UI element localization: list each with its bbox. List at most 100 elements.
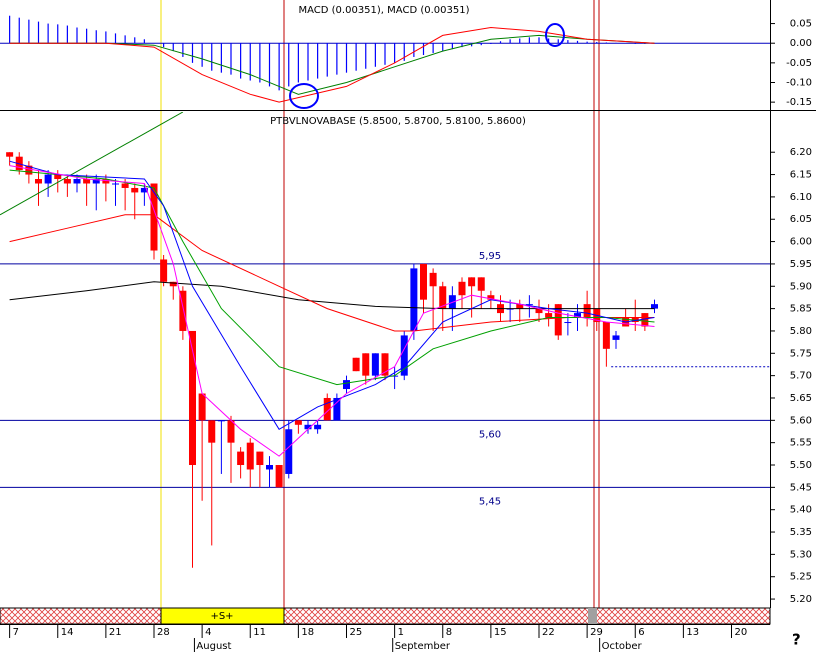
x-tick-label: 1	[398, 627, 404, 638]
month-label: October	[602, 641, 643, 652]
month-label: August	[196, 641, 231, 652]
candle-body	[112, 183, 119, 185]
y-tick-label: 5.75	[790, 348, 812, 359]
x-tick-label: 28	[157, 627, 170, 638]
candle-body	[391, 375, 399, 377]
candle-body	[343, 380, 350, 390]
candle-body	[121, 183, 129, 188]
y-tick-label: 6.10	[790, 192, 812, 203]
candle-body	[237, 451, 245, 466]
level-label: 5,45	[479, 496, 501, 507]
y-tick-label: -0.10	[786, 78, 812, 89]
x-tick-label: 6	[638, 627, 644, 638]
candle-body	[266, 465, 273, 470]
candle-body	[410, 268, 418, 331]
y-tick-label: 0.00	[790, 38, 812, 49]
candle-body	[641, 313, 649, 327]
candle-body	[54, 174, 62, 180]
y-tick-label: 5.65	[790, 393, 812, 404]
y-tick-label: 5.20	[790, 594, 812, 605]
x-tick-label: 21	[109, 627, 122, 638]
y-tick-label: 5.95	[790, 259, 812, 270]
macd-panel	[0, 15, 770, 103]
candle-body	[189, 330, 196, 466]
y-tick-label: 5.35	[790, 527, 812, 538]
y-tick-label: 5.80	[790, 326, 812, 337]
candle-body	[477, 277, 485, 291]
y-tick-label: 5.60	[790, 415, 812, 426]
candle-body	[150, 183, 158, 251]
candle-body	[362, 353, 370, 376]
x-tick-label: 18	[301, 627, 314, 638]
candle-body	[554, 304, 562, 336]
candle-body	[73, 179, 81, 184]
candle-body	[468, 277, 476, 287]
candle-body	[525, 304, 533, 306]
candle-body	[208, 420, 216, 443]
session-strip	[0, 607, 771, 625]
session-label: +S+	[210, 611, 233, 622]
candle-body	[131, 187, 139, 193]
moving-average	[9, 169, 655, 386]
y-tick-label: 5.90	[790, 281, 812, 292]
candle-body	[246, 442, 254, 470]
candle-body	[140, 187, 148, 193]
candle-body	[371, 353, 379, 376]
candle-body	[574, 313, 581, 318]
candle-body	[333, 397, 341, 421]
level-label: 5,95	[479, 251, 501, 262]
candle-body	[400, 335, 408, 376]
x-tick-label: 7	[13, 627, 19, 638]
y-tick-label: 5.25	[790, 572, 812, 583]
candle-body	[304, 424, 312, 430]
moving-average	[9, 281, 655, 310]
candle-body	[256, 451, 264, 466]
y-tick-label: 6.20	[790, 147, 812, 158]
moving-average	[0, 112, 184, 216]
candle-body	[564, 322, 572, 324]
x-tick-label: 15	[494, 627, 507, 638]
y-tick-label: 5.30	[790, 549, 812, 560]
x-tick-label: 8	[446, 627, 452, 638]
x-tick-label: 22	[542, 627, 555, 638]
candle-body	[545, 313, 553, 318]
candle-body	[92, 179, 100, 184]
x-tick-label: 29	[590, 627, 603, 638]
candle-body	[602, 322, 610, 349]
candle-body	[458, 281, 466, 296]
candle-body	[381, 353, 389, 376]
session-marker	[588, 608, 597, 624]
candle-body	[314, 424, 322, 430]
x-tick-label: 25	[350, 627, 363, 638]
help-icon[interactable]: ?	[792, 631, 801, 649]
y-tick-label: 5.70	[790, 371, 812, 382]
candle-body	[169, 281, 177, 287]
x-tick-label: 4	[205, 627, 211, 638]
x-tick-label: 14	[61, 627, 74, 638]
y-tick-label: 6.15	[790, 170, 812, 181]
y-tick-label: 6.00	[790, 237, 812, 248]
moving-average	[9, 214, 655, 332]
candle-body	[83, 179, 91, 184]
candle-body	[25, 165, 33, 175]
x-tick-label: 13	[686, 627, 699, 638]
highlight-circle	[545, 23, 565, 47]
candle-body	[651, 304, 658, 309]
y-tick-label: -0.05	[786, 58, 812, 69]
y-tick-label: 5.45	[790, 482, 812, 493]
candle-body	[439, 286, 447, 309]
candle-body	[285, 429, 293, 474]
y-tick-label: 5.55	[790, 438, 812, 449]
candle-body	[179, 290, 187, 331]
macd-line	[9, 26, 655, 103]
x-tick-label: 11	[253, 627, 266, 638]
candle-body	[429, 272, 437, 287]
candle-body	[160, 259, 168, 282]
candle-body	[583, 304, 591, 318]
candle-body	[198, 393, 206, 421]
month-label: September	[395, 641, 451, 652]
